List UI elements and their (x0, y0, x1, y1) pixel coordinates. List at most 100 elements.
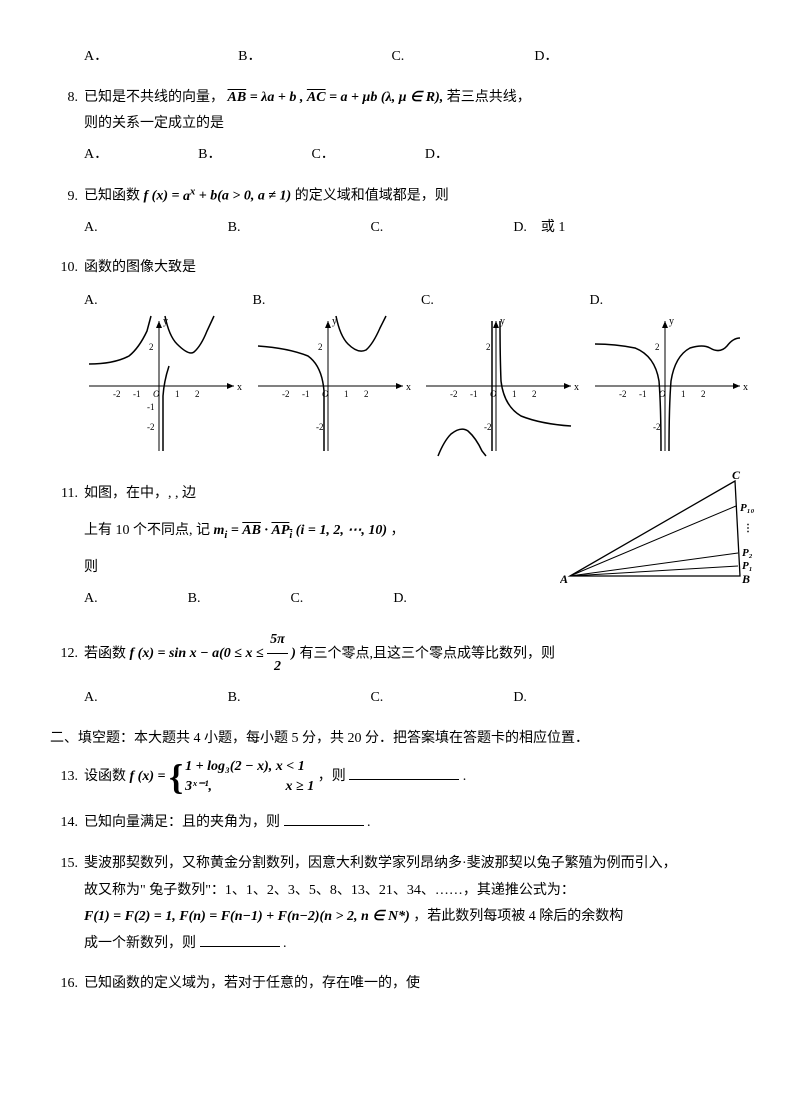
q12-formula: f (x) = sin x − a(0 ≤ x ≤ 5π2 ) (130, 646, 300, 661)
tri-P10: P₁₀ (740, 502, 755, 514)
q9-options: A. B. C. D. 或 1 (84, 215, 750, 242)
q15-formula: F(1) = F(2) = 1, F(n) = F(n−1) + F(n−2)(… (84, 909, 410, 924)
section2-heading: 二、填空题：本大题共 4 小题，每小题 5 分，共 20 分．把答案填在答题卡的… (50, 727, 750, 747)
q9-formula: f (x) = ax + b(a > 0, a ≠ 1) (144, 189, 292, 204)
q14-text: 已知向量满足：且的夹角为，则 (84, 815, 280, 830)
q12-text-a: 若函数 (84, 646, 130, 661)
q9-num: 9. (50, 184, 84, 211)
blank-fill (200, 932, 280, 947)
svg-text:-2: -2 (619, 389, 627, 399)
graph-d-label: D. (590, 288, 751, 315)
opt-a: A. (84, 586, 98, 613)
q8-text-a: 已知是不共线的向量， (84, 90, 224, 105)
opt-a: A. (84, 215, 98, 242)
opt-b: B. (228, 685, 241, 712)
q15: 15. 斐波那契数列，又称黄金分割数列，因意大利数学家列昂纳多·斐波那契以兔子繁… (50, 851, 750, 957)
svg-text:-2: -2 (450, 389, 458, 399)
svg-text:-1: -1 (470, 389, 478, 399)
graph-a: xy O -2-1 12 2-1-2 (84, 316, 239, 456)
svg-text:2: 2 (655, 342, 660, 352)
svg-text:x: x (237, 382, 242, 393)
svg-text:2: 2 (701, 389, 706, 399)
svg-text:-2: -2 (653, 422, 661, 432)
svg-text:-2: -2 (147, 422, 155, 432)
svg-text:-1: -1 (639, 389, 647, 399)
svg-text:y: y (669, 316, 674, 327)
q12-text-b: 有三个零点,且这三个零点成等比数列，则 (299, 646, 555, 661)
graph-d: xy O -2-1 12 2-2 (590, 316, 745, 456)
q13-fx: f (x) = (130, 769, 169, 784)
opt-a: A. (84, 685, 98, 712)
opt-c: C． (311, 142, 334, 169)
q8-text-b: 若三点共线， (447, 90, 531, 105)
opt-c: C. (391, 44, 404, 71)
svg-text:x: x (406, 382, 411, 393)
opt-c: C. (290, 586, 303, 613)
q10-graphs: A. xy O -2-1 12 2-1-2 B. (84, 288, 750, 467)
svg-text:-2: -2 (282, 389, 290, 399)
q15-num: 15. (50, 851, 84, 878)
svg-text:-2: -2 (484, 422, 492, 432)
opt-d: D. (393, 586, 407, 613)
blank-fill (284, 811, 364, 826)
graph-c: xy O -2-1 12 2-2 (421, 316, 576, 456)
q15-line2: 故又称为" 兔子数列"：1、1、2、3、5、8、13、21、34、……，其递推公… (84, 878, 750, 905)
graph-c-label: C. (421, 288, 582, 315)
opt-d: D． (425, 142, 449, 169)
opt-c: C. (370, 215, 383, 242)
q8-num: 8. (50, 85, 84, 112)
q11-line2b: ， (391, 523, 405, 538)
q16-text: 已知函数的定义域为，若对于任意的，存在唯一的，使 (84, 971, 750, 998)
q13-tail: . (463, 769, 467, 784)
q16-num: 16. (50, 971, 84, 998)
q11-num: 11. (50, 481, 84, 508)
tri-C: C (732, 471, 741, 482)
q9-text-b: 的定义域和值域都是，则 (295, 189, 449, 204)
q9-text-a: 已知函数 (84, 189, 144, 204)
svg-text:2: 2 (318, 342, 323, 352)
q8: 8. 已知是不共线的向量， AB = λa + b , AC = a + μb … (50, 85, 750, 169)
q8-options: A． B． C． D． (84, 142, 750, 169)
svg-text:O: O (322, 389, 329, 399)
svg-text:2: 2 (195, 389, 200, 399)
q9: 9. 已知函数 f (x) = ax + b(a > 0, a ≠ 1) 的定义… (50, 182, 750, 241)
q13: 13. 设函数 f (x) = { 1 + log₃(2 − x), x < 1… (50, 757, 750, 796)
graph-c-cell: C. xy O -2-1 12 2-2 (421, 288, 582, 467)
q7-options: A． B． C. D． (84, 44, 750, 71)
svg-text:-1: -1 (133, 389, 141, 399)
q12-options: A. B. C. D. (84, 685, 750, 712)
opt-d: D． (534, 44, 558, 71)
tri-P1: P₁ (742, 560, 753, 572)
opt-b: B． (198, 142, 221, 169)
q13-text-b: ，则 (318, 769, 346, 784)
q11: 11. 如图，在中，, , 边 上有 10 个不同点, 记 mi = AB · … (50, 481, 750, 613)
q15-tail: . (283, 936, 287, 951)
q13-cases: { 1 + log₃(2 − x), x < 1 3ˣ⁻¹, x ≥ 1 (169, 757, 314, 796)
graph-b-label: B. (253, 288, 414, 315)
svg-text:1: 1 (512, 389, 517, 399)
q10-num: 10. (50, 255, 84, 282)
q11-line2a: 上有 10 个不同点, 记 (84, 523, 214, 538)
q11-formula: mi = AB · APi (i = 1, 2, ⋯, 10) (214, 523, 388, 538)
svg-text:-1: -1 (147, 402, 155, 412)
graph-a-cell: A. xy O -2-1 12 2-1-2 (84, 288, 245, 467)
q8-line2: 则的关系一定成立的是 (84, 111, 750, 138)
opt-b: B. (228, 215, 241, 242)
svg-text:1: 1 (681, 389, 686, 399)
svg-text:O: O (490, 389, 497, 399)
svg-text:2: 2 (364, 389, 369, 399)
q14: 14. 已知向量满足：且的夹角为，则 . (50, 810, 750, 837)
graph-b-cell: B. xy O -2-1 12 2-2 (253, 288, 414, 467)
svg-text:-2: -2 (316, 422, 324, 432)
tri-P2: P₂ (742, 547, 753, 559)
q13-num: 13. (50, 764, 84, 791)
q12: 12. 若函数 f (x) = sin x − a(0 ≤ x ≤ 5π2 ) … (50, 627, 750, 712)
svg-text:2: 2 (532, 389, 537, 399)
q15-line4: 成一个新数列，则 (84, 936, 196, 951)
q14-tail: . (367, 815, 371, 830)
q13-text-a: 设函数 (84, 769, 130, 784)
q11-triangle: A B C P₁ P₂ ⋮ P₁₀ (560, 471, 760, 591)
q10: 10. 函数的图像大致是 A. xy O -2-1 12 2-1-2 (50, 255, 750, 467)
q14-num: 14. (50, 810, 84, 837)
svg-text:1: 1 (344, 389, 349, 399)
